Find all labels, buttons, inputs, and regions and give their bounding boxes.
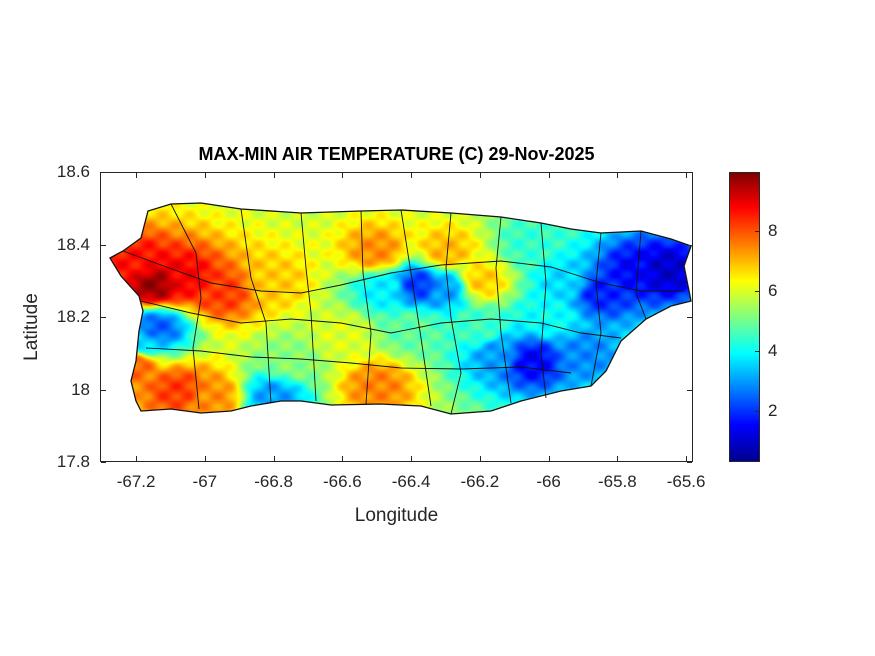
chart-title: MAX-MIN AIR TEMPERATURE (C) 29-Nov-2025 xyxy=(198,144,595,164)
y-tick-mark xyxy=(101,172,106,173)
y-tick-label: 18.6 xyxy=(56,162,90,181)
x-tick-mark xyxy=(617,173,619,178)
x-tick-mark xyxy=(204,456,206,461)
colorbar-tick-mark xyxy=(755,410,759,412)
x-tick-mark xyxy=(342,173,344,178)
x-tick-mark xyxy=(273,173,275,178)
y-tick-mark xyxy=(101,389,106,391)
x-tick-label: -66 xyxy=(536,472,561,491)
colorbar-tick-label: 2 xyxy=(768,400,778,420)
x-tick-mark xyxy=(479,456,481,461)
x-tick-label: -65.6 xyxy=(666,472,706,491)
x-tick-mark xyxy=(479,173,481,178)
colorbar-tick-label: 4 xyxy=(768,340,778,360)
y-tick-label: 18.4 xyxy=(56,234,90,254)
x-tick-label: -66.2 xyxy=(460,472,500,491)
x-tick-mark xyxy=(686,173,688,178)
colorbar-tick-mark xyxy=(755,350,759,352)
x-tick-label: -65.8 xyxy=(597,472,637,491)
y-tick-mark xyxy=(687,172,692,173)
coastline-overlay xyxy=(109,202,692,415)
map-axes xyxy=(100,172,693,462)
x-tick-mark xyxy=(204,173,206,178)
x-tick-mark xyxy=(617,456,619,461)
x-tick-label: -66.8 xyxy=(254,472,293,491)
colorbar-tick-mark xyxy=(755,230,759,232)
municipal-boundaries xyxy=(122,203,684,415)
colorbar-tick-label: 6 xyxy=(768,280,778,300)
x-tick-label: -67 xyxy=(192,472,218,491)
x-tick-mark xyxy=(136,456,138,461)
y-axis-label: Latitude xyxy=(21,293,42,361)
y-tick-label: 17.8 xyxy=(56,452,90,471)
y-tick-mark xyxy=(687,317,692,318)
y-tick-mark xyxy=(687,244,692,246)
x-tick-mark xyxy=(686,456,688,461)
x-tick-mark xyxy=(342,456,344,461)
y-tick-mark xyxy=(687,462,692,463)
x-tick-mark xyxy=(411,173,413,178)
colorbar-tick-label: 8 xyxy=(768,220,778,240)
x-tick-mark xyxy=(136,173,138,178)
x-tick-mark xyxy=(548,456,550,461)
y-tick-mark xyxy=(101,462,106,463)
y-tick-mark xyxy=(101,317,106,318)
y-tick-mark xyxy=(101,244,106,246)
x-tick-label: -67.2 xyxy=(116,472,156,491)
y-tick-mark xyxy=(687,389,692,391)
y-tick-label: 18 xyxy=(71,379,90,399)
colorbar xyxy=(729,172,760,462)
x-tick-label: -66.6 xyxy=(322,472,362,491)
x-tick-mark xyxy=(411,456,413,461)
colorbar-tick-mark xyxy=(755,290,759,292)
x-axis-label: Longitude xyxy=(354,505,439,526)
x-tick-mark xyxy=(548,173,550,178)
x-tick-label: -66.4 xyxy=(391,472,431,491)
y-tick-label: 18.2 xyxy=(56,307,90,326)
island-outline xyxy=(109,202,692,415)
x-tick-mark xyxy=(273,456,275,461)
